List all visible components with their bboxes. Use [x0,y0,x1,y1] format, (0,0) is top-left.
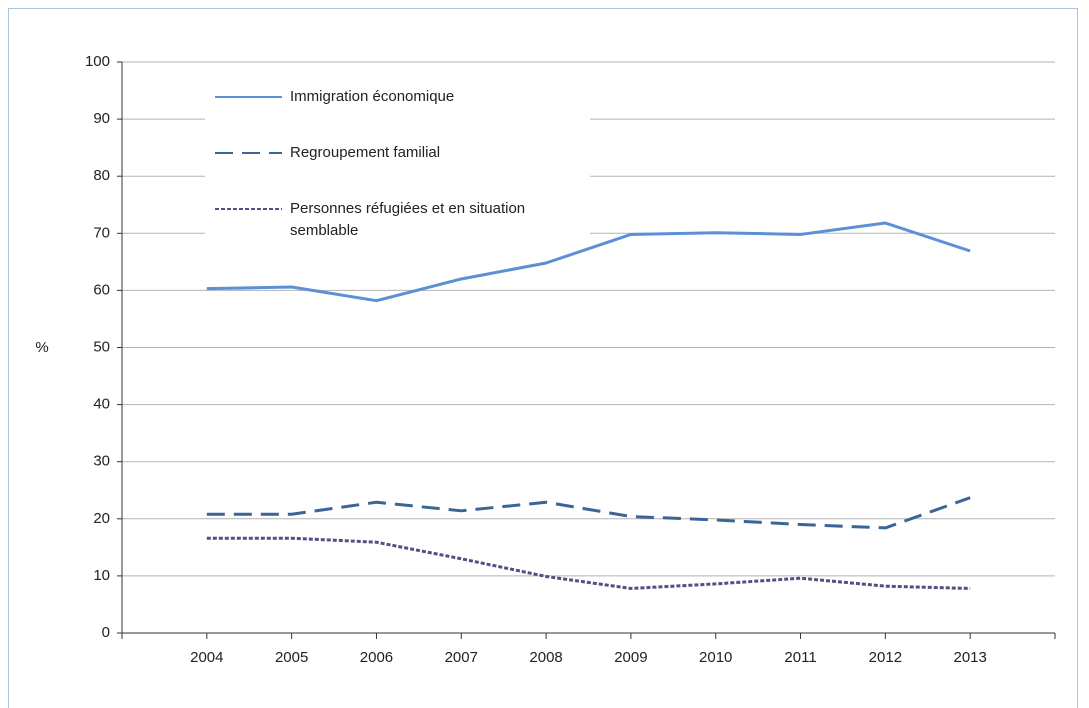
legend-box [205,80,590,250]
x-tick-label: 2011 [784,649,816,666]
y-tick-label: 90 [93,110,110,127]
series-line [206,496,971,530]
y-tick-label: 70 [93,224,110,241]
x-tick-label: 2012 [869,649,902,666]
x-tick-label: 2005 [275,649,308,666]
x-tick-label: 2007 [445,649,478,666]
y-tick-label: 100 [85,53,110,70]
series-line [206,536,971,590]
legend-label: Personnes réfugiées et en situation semb… [290,200,526,239]
y-axis-label: % [35,339,48,356]
y-tick-label: 60 [93,281,110,298]
chart-frame [8,8,1078,708]
y-tick-label: 0 [102,624,110,641]
x-tick-label: 2008 [529,649,562,666]
x-tick-label: 2013 [953,649,986,666]
legend-label: Regroupement familial [290,144,441,161]
x-tick-label: 2004 [190,649,223,666]
series-line [206,221,971,303]
y-tick-label: 40 [93,396,110,413]
y-tick-label: 30 [93,453,110,470]
y-tick-label: 80 [93,167,110,184]
y-tick-label: 50 [93,338,110,355]
x-tick-label: 2006 [360,649,393,666]
x-tick-label: 2010 [699,649,732,666]
legend-label: Immigration économique [290,88,455,105]
x-tick-label: 2009 [614,649,647,666]
y-tick-label: 10 [93,567,110,584]
y-tick-label: 20 [93,510,110,527]
